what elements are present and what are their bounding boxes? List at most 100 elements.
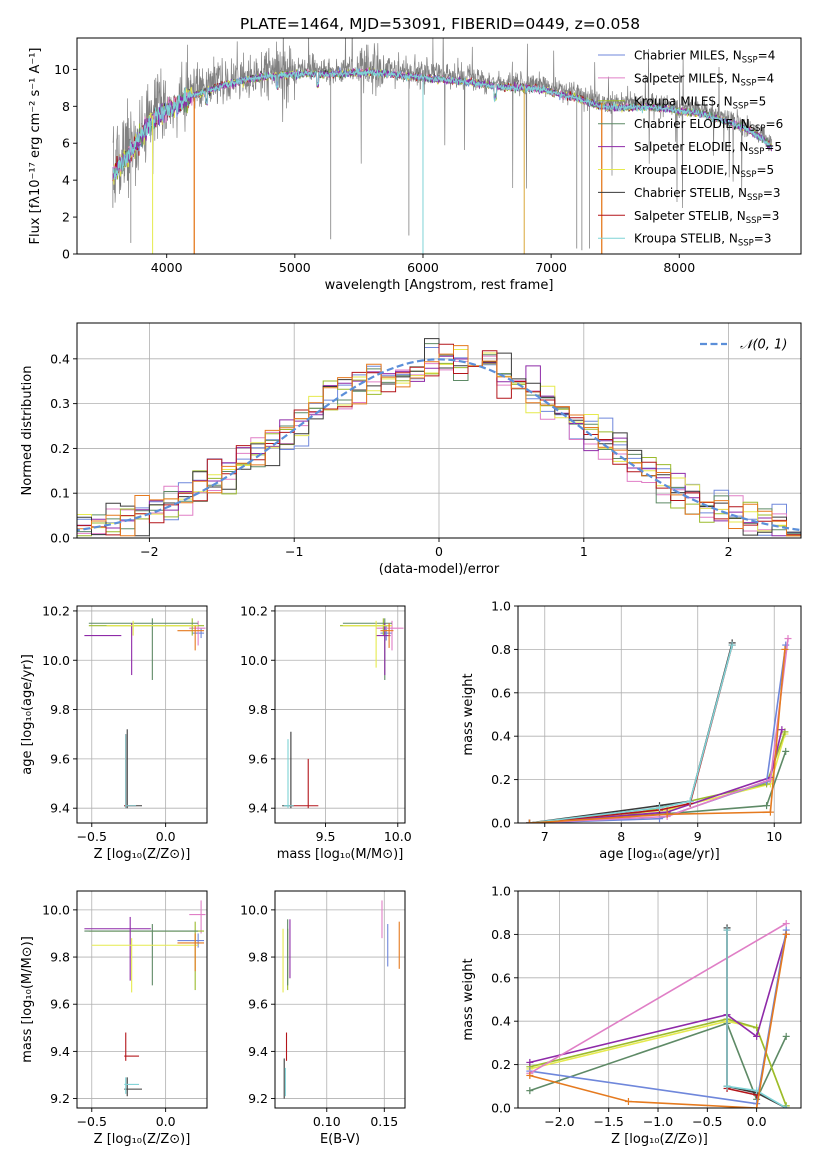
x-tick-label: 4000 — [151, 260, 183, 275]
weight-Z-series-line — [529, 1018, 787, 1107]
panel-age_vs_Z: −0.5 0.0 9.4 9.6 9.8 10.0 10.2 Z [log₁₀(Z/Z⊙)] a… — [20, 603, 208, 862]
x-tick-label: 0.0 — [747, 1114, 767, 1129]
axes-frame — [274, 605, 406, 824]
weight-age-series-line — [529, 649, 786, 823]
axes-frame — [76, 322, 802, 539]
x-axis-label: mass [log₁₀(M/M⊙)] — [277, 847, 404, 862]
y-tick-label: 9.6 — [248, 751, 268, 766]
x-tick-label: 8 — [617, 829, 625, 844]
y-tick-label: 0.0 — [491, 1101, 511, 1116]
weight-Z-series-line — [529, 934, 787, 1108]
legend-entry-label: Kroupa MILES, NSSP=5 — [634, 94, 766, 111]
legend-entry-label: Chabrier MILES, NSSP=4 — [634, 49, 775, 66]
y-tick-label: 9.6 — [50, 751, 70, 766]
y-tick-label: 9.8 — [248, 702, 268, 717]
y-tick-label: 10.0 — [240, 653, 268, 668]
plot-area-weight_vs_age — [518, 606, 801, 823]
y-tick-label: 0.3 — [50, 396, 70, 411]
legend-entry-label: Salpeter ELODIE, NSSP=5 — [634, 140, 782, 157]
panel-weight_vs_Z: −2.0 −1.5 −1.0 −0.5 0.0 0.0 0.2 0.4 0.6 0.8 1.0 Z [… — [461, 884, 802, 1147]
y-axis-label: Normed distribution — [20, 366, 35, 496]
x-axis-label: age [log₁₀(age/yr)] — [599, 847, 720, 862]
y-axis-label: Flux [fλ10⁻¹⁷ erg cm⁻² s⁻¹ A⁻¹] — [28, 48, 43, 245]
x-tick-label: 2 — [725, 544, 733, 559]
y-tick-label: 10.0 — [42, 902, 70, 917]
y-tick-label: 1.0 — [491, 884, 511, 899]
y-tick-label: 9.4 — [50, 1044, 70, 1059]
plot-area-age_vs_Z — [77, 606, 207, 823]
legend-entry-label: Chabrier STELIB, NSSP=3 — [634, 186, 781, 203]
axes-frame — [76, 605, 208, 824]
y-tick-label: 8 — [62, 99, 70, 114]
x-tick-label: −1.0 — [643, 1114, 673, 1129]
plot-area-mass_vs_Z — [77, 891, 207, 1108]
legend-entry-label: Chabrier ELODIE, NSSP=6 — [634, 117, 783, 134]
x-tick-label: −1.5 — [594, 1114, 624, 1129]
y-tick-label: 0.4 — [491, 729, 511, 744]
y-tick-label: 9.6 — [50, 997, 70, 1012]
y-tick-label: 0.2 — [491, 772, 511, 787]
y-axis-label: mass [log₁₀(M/M⊙)] — [20, 936, 35, 1063]
y-tick-label: 0.8 — [491, 642, 511, 657]
legend-entry-label: 𝒩(0, 1) — [740, 338, 787, 353]
x-tick-label: 1 — [580, 544, 588, 559]
panel-age_vs_mass: 9.5 10.0 9.4 9.6 9.8 10.0 10.2 mass [log₁₀(M/M⊙… — [240, 603, 412, 862]
weight-age-series-line — [529, 644, 733, 823]
y-tick-label: 9.4 — [248, 801, 268, 816]
y-tick-label: 0.4 — [50, 351, 70, 366]
x-axis-label: E(B-V) — [320, 1132, 360, 1147]
axes-frame — [517, 890, 802, 1109]
x-tick-label: −2.0 — [544, 1114, 574, 1129]
y-tick-label: 0.1 — [50, 486, 70, 501]
y-tick-label: 1.0 — [491, 599, 511, 614]
weight-Z-series-line — [529, 934, 787, 1064]
y-tick-label: 2 — [62, 210, 70, 225]
panel-residual_hist: −2 −1 0 1 2 0.0 0.1 0.2 0.3 0.4 (data-model)/error… — [20, 322, 802, 577]
x-tick-label: 9 — [694, 829, 702, 844]
x-tick-label: −1 — [285, 544, 303, 559]
y-tick-label: 0.2 — [50, 441, 70, 456]
plot-area-spectrum — [112, 38, 772, 254]
y-tick-label: 9.8 — [248, 950, 268, 965]
x-axis-label: Z [log₁₀(Z/Z⊙)] — [94, 1132, 191, 1147]
x-tick-label: 7000 — [535, 260, 567, 275]
axes-frame — [517, 605, 802, 824]
plot-area-age_vs_mass — [275, 606, 405, 823]
panel-spectrum: 4000 5000 6000 7000 8000 0 2 4 6 8 10 wavelength [A… — [28, 37, 802, 293]
y-axis-label: age [log₁₀(age/yr)] — [20, 654, 35, 775]
model-spectrum-line — [112, 66, 772, 180]
y-tick-label: 0.8 — [491, 927, 511, 942]
axes-frame — [76, 37, 802, 255]
x-tick-label: −0.5 — [692, 1114, 722, 1129]
y-tick-label: 9.6 — [248, 997, 268, 1012]
plot-area-weight_vs_Z — [518, 891, 801, 1108]
y-tick-label: 9.2 — [248, 1091, 268, 1106]
x-tick-label: 10 — [766, 829, 782, 844]
weight-Z-series-line — [726, 930, 787, 1108]
x-axis-label: (data-model)/error — [379, 562, 500, 577]
figure-title: PLATE=1464, MJD=53091, FIBERID=0449, z=0… — [240, 15, 640, 33]
x-axis-label: wavelength [Angstrom, rest frame] — [325, 278, 554, 293]
x-tick-label: 0.0 — [156, 1114, 176, 1129]
x-tick-label: 0.15 — [370, 1114, 398, 1129]
weight-Z-series-line — [529, 922, 787, 1074]
x-tick-label: 0.0 — [156, 829, 176, 844]
histogram-step-line — [77, 345, 801, 537]
normal-curve-line — [77, 358, 801, 532]
y-tick-label: 10.2 — [42, 603, 70, 618]
x-tick-label: 5000 — [279, 260, 311, 275]
y-tick-label: 0.0 — [491, 816, 511, 831]
y-tick-label: 0.0 — [50, 531, 70, 546]
x-tick-label: 6000 — [407, 260, 439, 275]
spectrum-legend: Chabrier MILES, NSSP=4 Salpeter MILES, NS… — [598, 49, 783, 249]
y-tick-label: 9.4 — [248, 1044, 268, 1059]
x-tick-label: 9.5 — [316, 829, 336, 844]
y-tick-label: 10.0 — [240, 902, 268, 917]
axes-frame — [76, 890, 208, 1109]
panel-mass_vs_EBV: 0.10 0.15 9.2 9.4 9.6 9.8 10.0 E(B-V) — [240, 890, 406, 1147]
x-tick-label: 10.0 — [384, 829, 412, 844]
y-axis-label: mass weight — [461, 958, 476, 1040]
legend-entry-label: Salpeter MILES, NSSP=4 — [634, 71, 774, 88]
